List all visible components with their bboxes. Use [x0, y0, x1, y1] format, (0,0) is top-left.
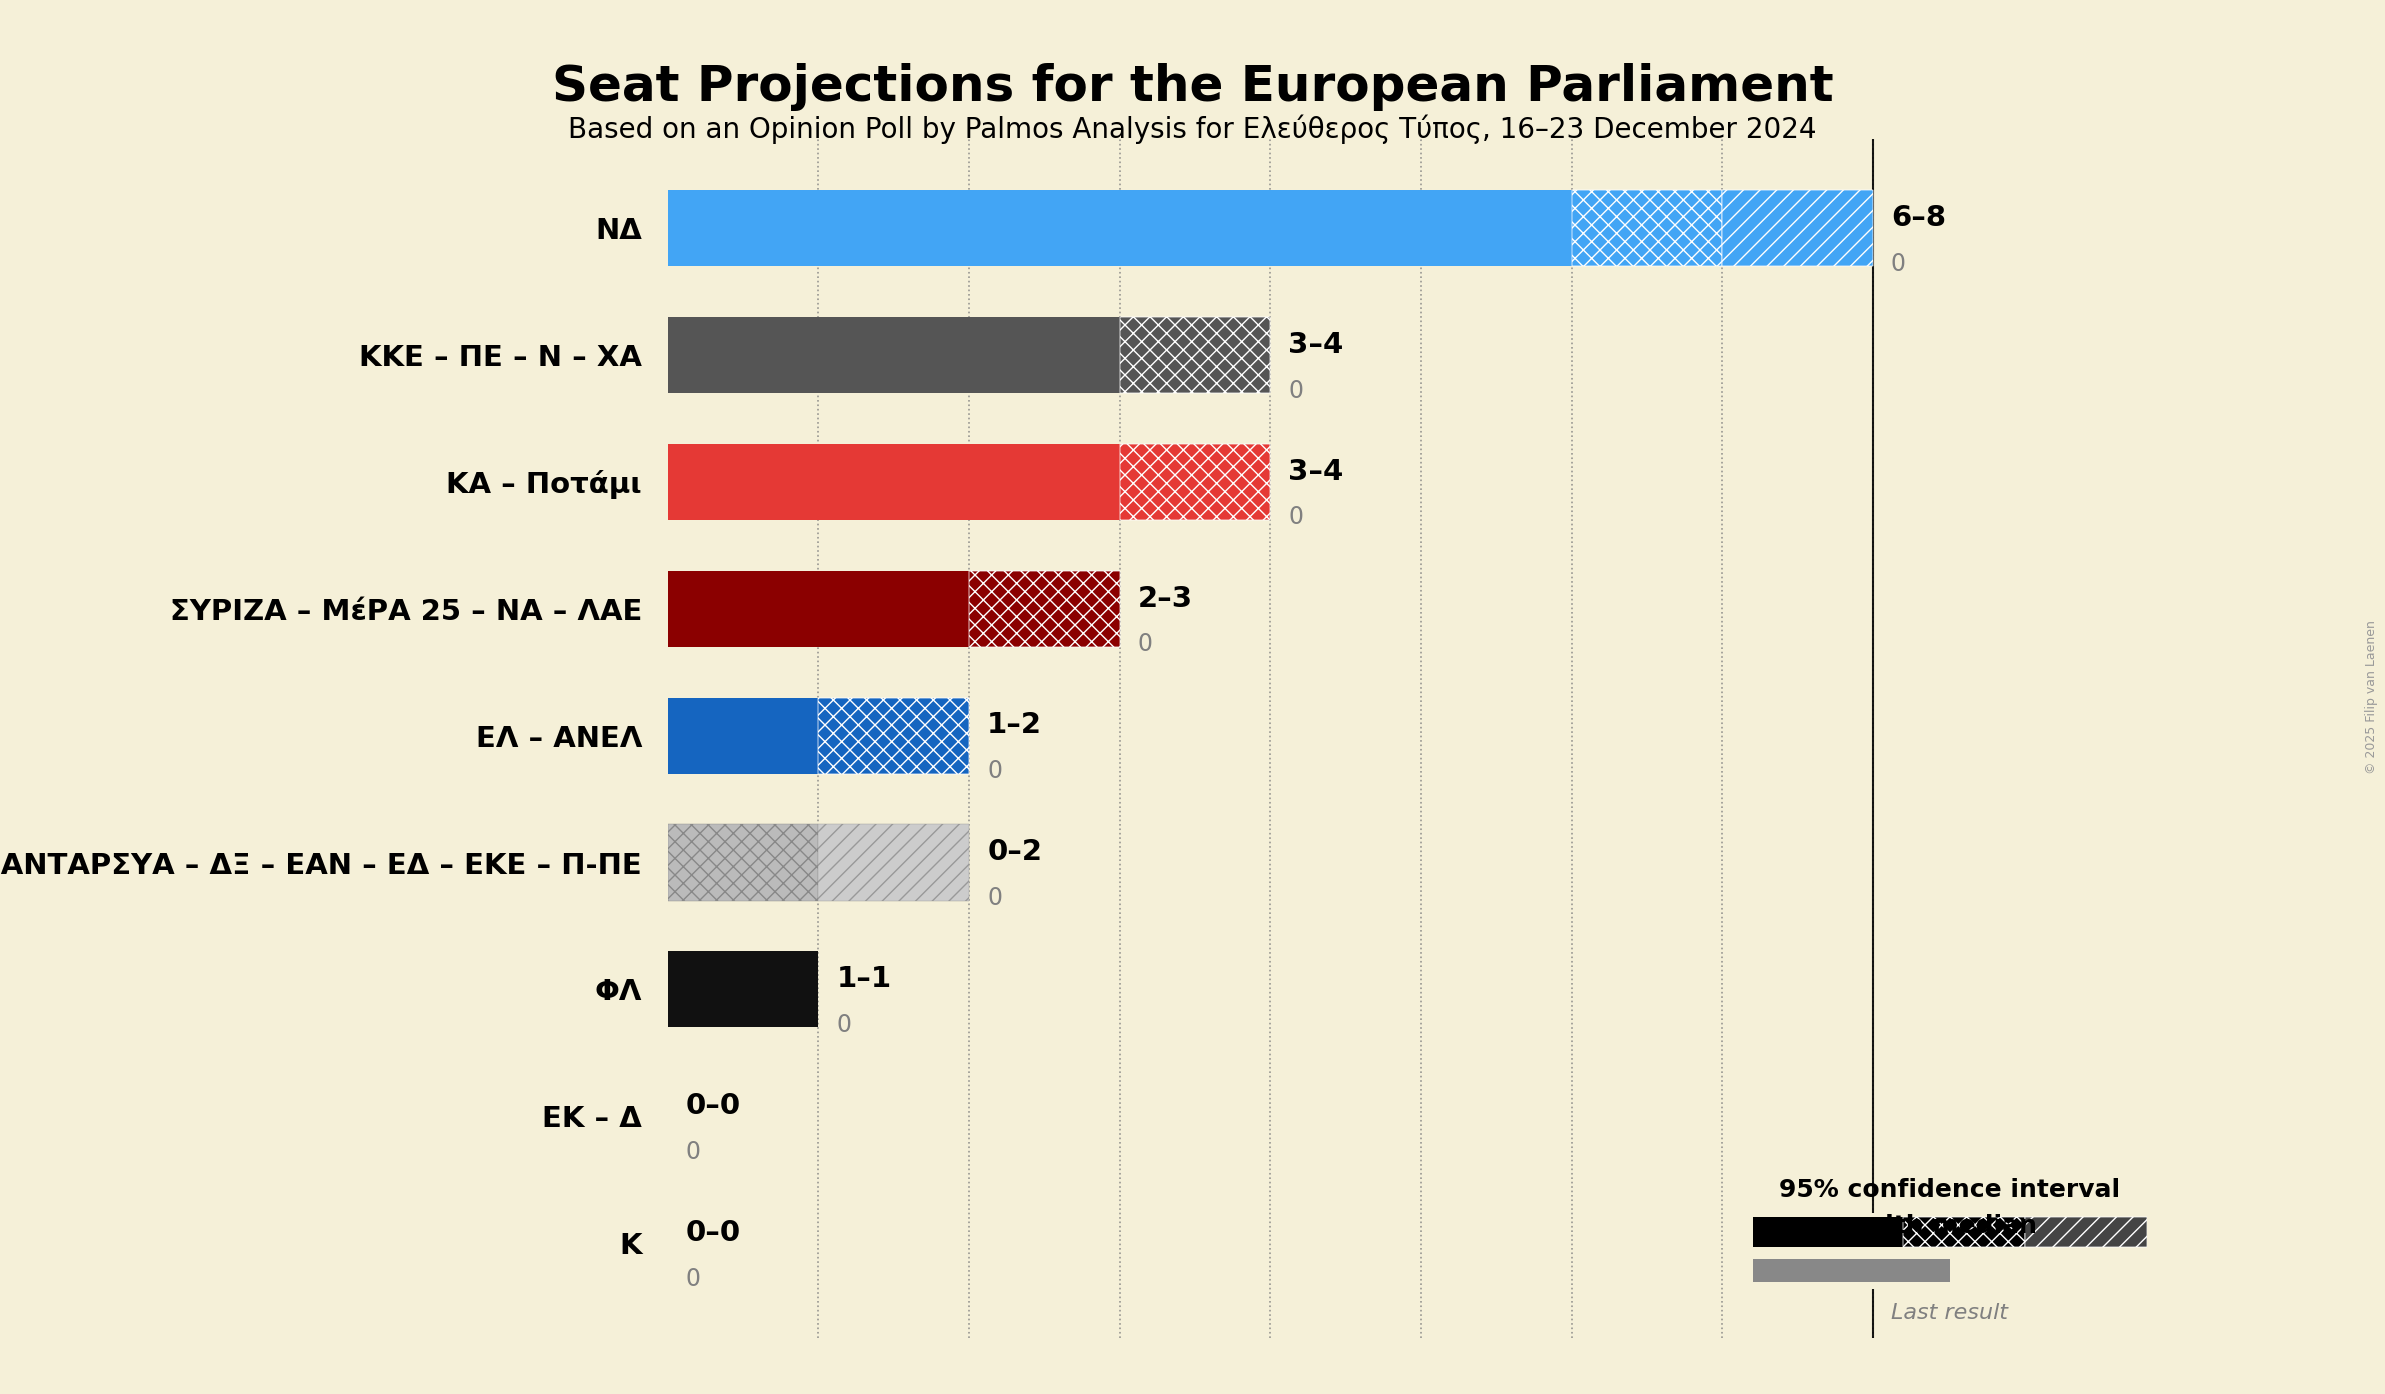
- Bar: [2025, 1217, 2146, 1248]
- Text: 1–1: 1–1: [837, 965, 892, 993]
- Bar: [968, 570, 1119, 647]
- Text: 0: 0: [1138, 633, 1152, 657]
- Bar: [1572, 190, 1722, 266]
- Bar: [818, 824, 968, 901]
- Text: 3–4: 3–4: [1288, 457, 1343, 485]
- Bar: [1753, 1259, 1949, 1282]
- Text: Seat Projections for the European Parliament: Seat Projections for the European Parlia…: [551, 63, 1834, 110]
- Bar: [1903, 1217, 2025, 1248]
- Bar: [818, 824, 968, 901]
- Bar: [1753, 1217, 1903, 1248]
- Bar: [1722, 190, 1872, 266]
- Bar: [1119, 443, 1271, 520]
- Text: 0: 0: [687, 1267, 701, 1291]
- Bar: [818, 697, 968, 774]
- Text: 3–4: 3–4: [1288, 330, 1343, 358]
- Text: 0: 0: [987, 760, 1002, 783]
- Text: 0: 0: [687, 1140, 701, 1164]
- Bar: [1119, 443, 1271, 520]
- Text: 0: 0: [1288, 379, 1302, 403]
- Bar: [668, 951, 818, 1027]
- Text: Based on an Opinion Poll by Palmos Analysis for Ελεύθερος Τύπος, 16–23 December : Based on an Opinion Poll by Palmos Analy…: [568, 114, 1817, 144]
- Bar: [1572, 190, 1722, 266]
- Bar: [668, 697, 818, 774]
- Bar: [668, 443, 1119, 520]
- Bar: [668, 570, 968, 647]
- Text: Last result: Last result: [1891, 1303, 2008, 1323]
- Bar: [668, 316, 1119, 393]
- Bar: [668, 824, 818, 901]
- Bar: [1119, 316, 1271, 393]
- Text: 2–3: 2–3: [1138, 584, 1192, 612]
- Text: 6–8: 6–8: [1891, 204, 1946, 231]
- Text: © 2025 Filip van Laenen: © 2025 Filip van Laenen: [2366, 620, 2378, 774]
- Text: 95% confidence interval: 95% confidence interval: [1779, 1178, 2120, 1202]
- Text: 0: 0: [987, 887, 1002, 910]
- Bar: [1119, 316, 1271, 393]
- Bar: [668, 824, 818, 901]
- Bar: [968, 570, 1119, 647]
- Bar: [668, 190, 1572, 266]
- Bar: [1903, 1217, 2025, 1248]
- Text: 0: 0: [1288, 506, 1302, 530]
- Text: 0–0: 0–0: [687, 1218, 742, 1248]
- Bar: [818, 697, 968, 774]
- Text: 0: 0: [1891, 252, 1906, 276]
- Text: with median: with median: [1863, 1214, 2037, 1238]
- Text: 1–2: 1–2: [987, 711, 1042, 739]
- Text: 0–2: 0–2: [987, 838, 1042, 866]
- Text: 0: 0: [837, 1013, 851, 1037]
- Bar: [2025, 1217, 2146, 1248]
- Bar: [1722, 190, 1872, 266]
- Text: 0–0: 0–0: [687, 1092, 742, 1121]
